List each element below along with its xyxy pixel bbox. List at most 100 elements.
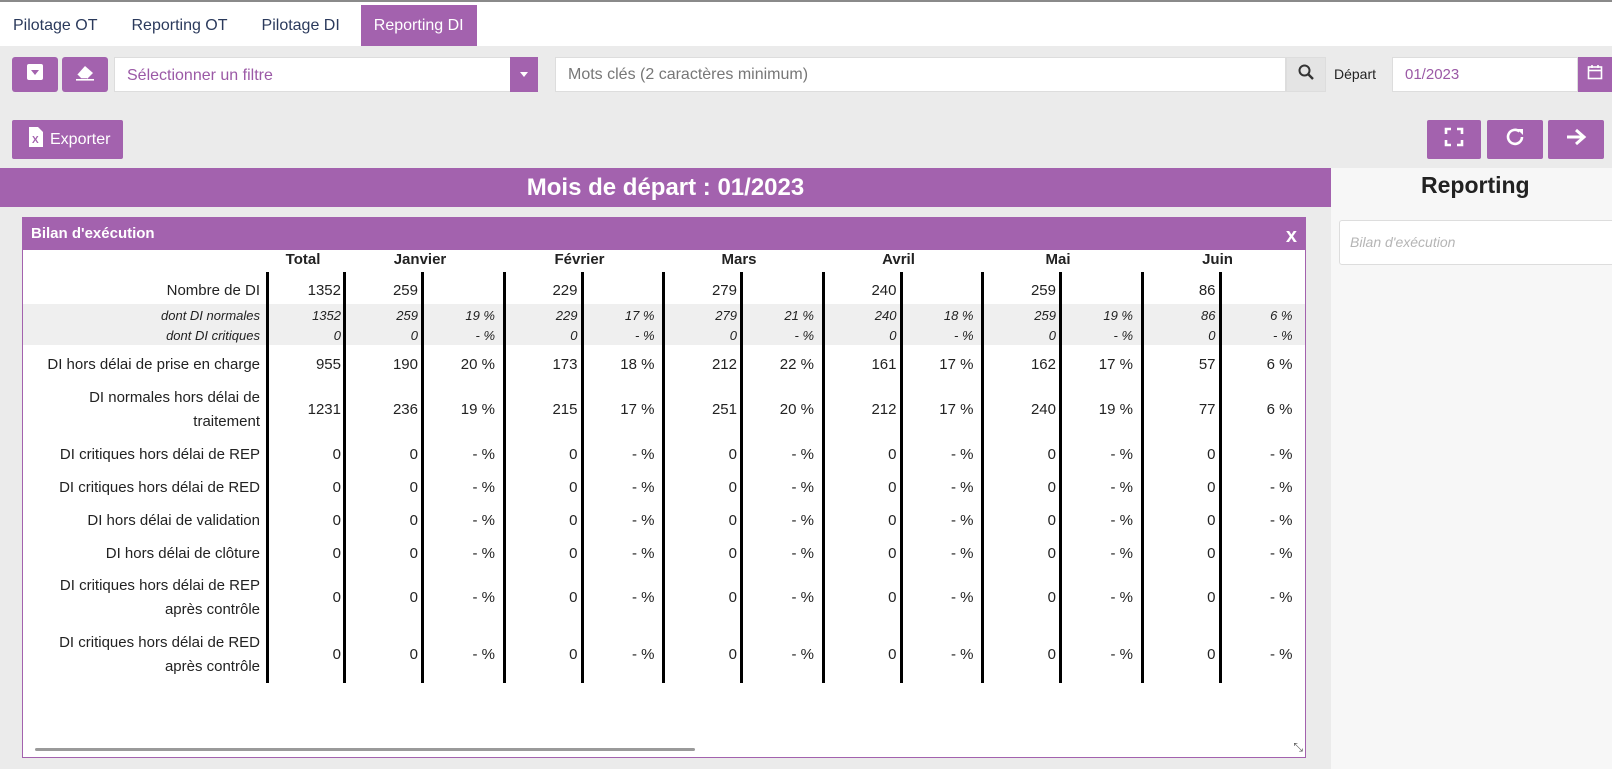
value-cell: 0 bbox=[888, 512, 897, 529]
row-label: DI critiques hors délai de RED après con… bbox=[59, 634, 260, 675]
value-cell: 279 bbox=[711, 282, 737, 299]
value-cell: 212 bbox=[871, 401, 897, 418]
depart-date-field[interactable]: 01/2023 bbox=[1392, 57, 1578, 92]
total-cell: 0 bbox=[332, 479, 341, 496]
column-divider bbox=[503, 272, 506, 683]
column-divider bbox=[266, 272, 269, 683]
excel-file-icon: X bbox=[28, 126, 44, 153]
value-cell: 0 bbox=[728, 512, 737, 529]
column-divider bbox=[822, 272, 825, 683]
percent-cell: - % bbox=[951, 479, 974, 496]
percent-cell: - % bbox=[632, 646, 655, 663]
percent-cell: 20 % bbox=[460, 356, 495, 373]
percent-cell: 19 % bbox=[1103, 308, 1133, 323]
value-cell: 259 bbox=[396, 308, 418, 323]
percent-cell: - % bbox=[1110, 589, 1134, 606]
percent-cell: 18 % bbox=[943, 308, 974, 323]
tab-pilotage-ot[interactable]: Pilotage OT bbox=[13, 17, 98, 34]
percent-cell: - % bbox=[472, 589, 496, 606]
percent-cell: 20 % bbox=[779, 401, 814, 418]
value-cell: 0 bbox=[1047, 646, 1056, 663]
column-divider bbox=[1141, 272, 1144, 683]
report-type-select[interactable]: Bilan d'exécution bbox=[1339, 220, 1612, 265]
report-panel: Bilan d'exécution x Total Janvier Février M… bbox=[22, 217, 1306, 758]
refresh-button[interactable] bbox=[1487, 120, 1543, 159]
value-cell: 0 bbox=[569, 646, 578, 663]
export-button[interactable]: X Exporter bbox=[12, 120, 123, 159]
total-cell: 955 bbox=[315, 356, 341, 373]
row-label: DI hors délai de clôture bbox=[105, 544, 260, 562]
percent-cell: - % bbox=[472, 646, 496, 663]
search-button[interactable] bbox=[1286, 57, 1326, 92]
value-cell: 0 bbox=[569, 512, 578, 529]
percent-cell: - % bbox=[1273, 328, 1293, 343]
percent-cell: - % bbox=[951, 545, 974, 562]
search-input[interactable]: Mots clés (2 caractères minimum) bbox=[555, 57, 1286, 92]
percent-cell: 19 % bbox=[460, 401, 495, 418]
calendar-button[interactable] bbox=[1578, 57, 1612, 92]
tab-bar: Pilotage OT Reporting OT Pilotage DI Rep… bbox=[0, 5, 477, 46]
next-button[interactable] bbox=[1548, 120, 1604, 159]
caret-square-down-icon bbox=[26, 63, 44, 86]
filter-select[interactable]: Sélectionner un filtre bbox=[114, 57, 538, 92]
percent-cell: - % bbox=[1270, 589, 1293, 606]
column-divider bbox=[343, 272, 346, 683]
row-label: Nombre de DI bbox=[166, 282, 260, 299]
fullscreen-button[interactable] bbox=[1427, 120, 1481, 159]
total-cell: 1231 bbox=[307, 401, 341, 418]
value-cell: 0 bbox=[409, 446, 418, 463]
column-divider bbox=[900, 272, 903, 683]
reporting-title: Reporting bbox=[1421, 172, 1530, 198]
percent-cell: - % bbox=[1270, 545, 1293, 562]
total-cell: 0 bbox=[332, 545, 341, 562]
close-icon[interactable]: x bbox=[1285, 225, 1297, 247]
total-cell: 0 bbox=[332, 512, 341, 529]
value-cell: 0 bbox=[1207, 646, 1216, 663]
horizontal-scrollbar[interactable] bbox=[35, 748, 695, 751]
filter-select-text: Sélectionner un filtre bbox=[127, 67, 273, 84]
value-cell: 0 bbox=[1207, 446, 1216, 463]
percent-cell: - % bbox=[791, 646, 815, 663]
tab-reporting-ot[interactable]: Reporting OT bbox=[131, 17, 228, 34]
action-bar: X Exporter bbox=[0, 104, 1612, 168]
percent-cell: - % bbox=[791, 545, 815, 562]
value-cell: 0 bbox=[888, 646, 897, 663]
page-title: Mois de départ : 01/2023 bbox=[0, 168, 1331, 207]
row-label: dont DI normales bbox=[161, 308, 260, 323]
eraser-icon bbox=[74, 63, 96, 86]
value-cell: 229 bbox=[552, 282, 578, 299]
percent-cell: - % bbox=[954, 328, 974, 343]
percent-cell: - % bbox=[1110, 479, 1134, 496]
arrow-right-icon bbox=[1565, 127, 1587, 152]
value-cell: 259 bbox=[1034, 308, 1056, 323]
panel-header: Bilan d'exécution x bbox=[23, 218, 1305, 250]
search-icon bbox=[1298, 64, 1314, 85]
tab-reporting-di[interactable]: Reporting DI bbox=[360, 5, 477, 46]
tab-pilotage-di[interactable]: Pilotage DI bbox=[261, 17, 340, 34]
value-cell: 173 bbox=[552, 356, 578, 373]
column-divider bbox=[662, 272, 665, 683]
value-cell: 0 bbox=[409, 479, 418, 496]
value-cell: 0 bbox=[728, 545, 737, 562]
resize-handle-icon[interactable]: ⤡ bbox=[1293, 740, 1303, 754]
percent-cell: - % bbox=[632, 446, 655, 463]
percent-cell: 6 % bbox=[1270, 308, 1293, 323]
value-cell: 236 bbox=[392, 401, 418, 418]
percent-cell: - % bbox=[791, 446, 815, 463]
clear-filter-button[interactable] bbox=[62, 57, 108, 92]
percent-cell: 19 % bbox=[465, 308, 495, 323]
value-cell: 240 bbox=[874, 308, 897, 323]
column-header: Juin bbox=[1202, 251, 1233, 268]
total-cell: 0 bbox=[332, 446, 341, 463]
chevron-down-icon[interactable] bbox=[510, 57, 538, 92]
depart-label: Départ bbox=[1334, 66, 1377, 82]
percent-cell: - % bbox=[1113, 328, 1134, 343]
percent-cell: 6 % bbox=[1266, 401, 1293, 418]
value-cell: 0 bbox=[409, 512, 418, 529]
column-header: Mai bbox=[1045, 251, 1071, 268]
value-cell: 0 bbox=[1048, 328, 1056, 343]
filter-dropdown-button[interactable] bbox=[12, 57, 58, 92]
value-cell: 77 bbox=[1198, 401, 1216, 418]
value-cell: 0 bbox=[409, 589, 418, 606]
total-cell: 1352 bbox=[312, 308, 341, 323]
